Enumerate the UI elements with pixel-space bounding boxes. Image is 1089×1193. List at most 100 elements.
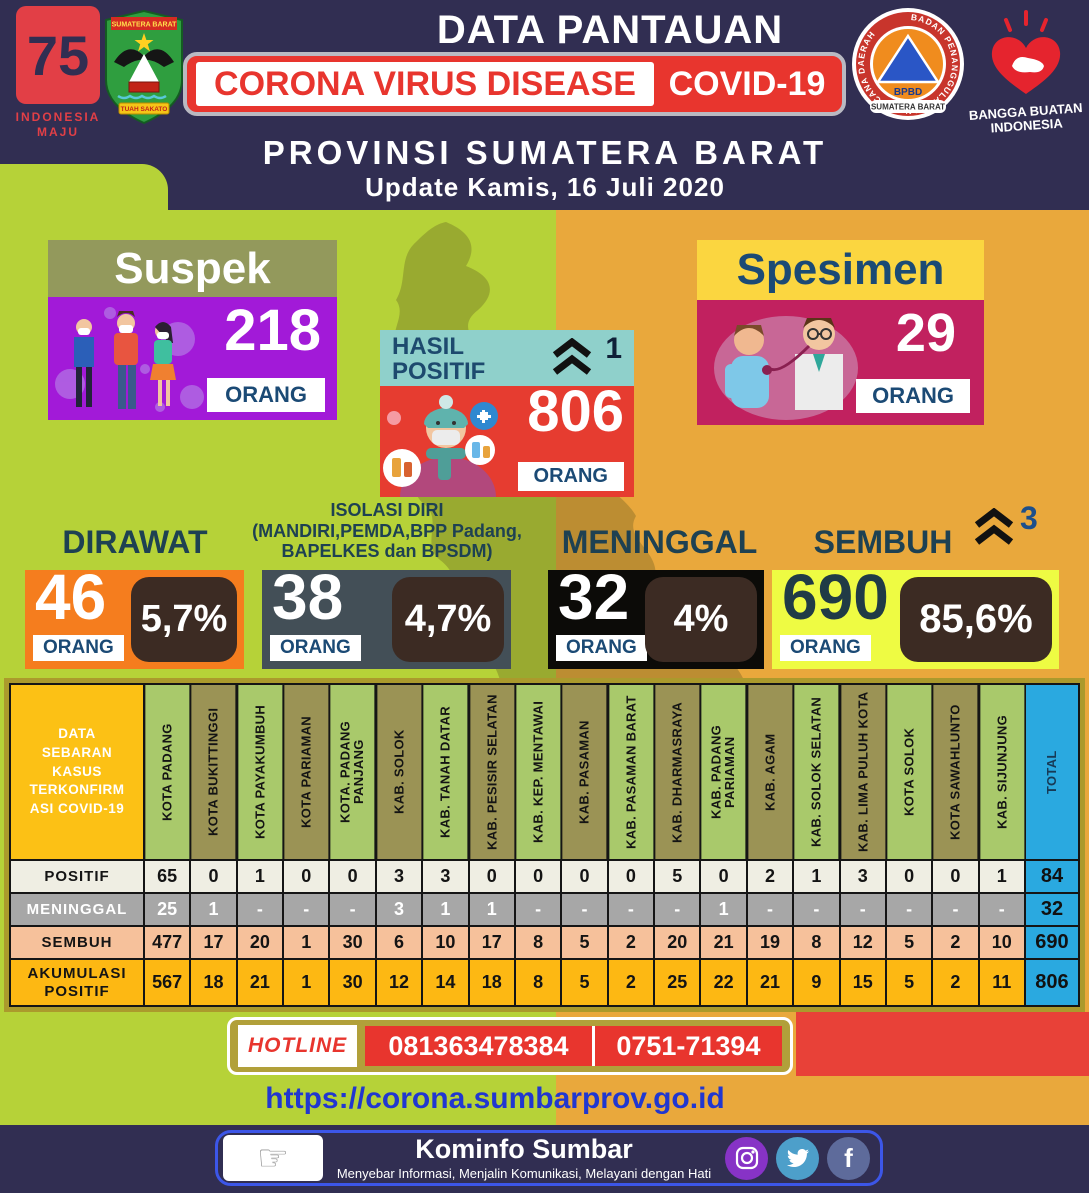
table-total-cell: 84 — [1025, 861, 1078, 892]
table-cell: 18 — [191, 960, 236, 1005]
svg-text:TUAH SAKATO: TUAH SAKATO — [121, 106, 168, 113]
table-cell: 5 — [562, 960, 607, 1005]
column-header: KAB. PESISIR SELATAN — [469, 685, 514, 859]
hotline-divider — [591, 1026, 595, 1066]
isolasi-label: ISOLASI DIRI (MANDIRI,PEMDA,BPP Padang, … — [252, 500, 522, 562]
hasil-positif-value: 806 — [527, 379, 624, 444]
column-header: KAB. PASAMAN BARAT — [608, 685, 654, 859]
table-cell: 0 — [608, 861, 654, 892]
spesimen-body: 29 ORANG — [697, 300, 984, 425]
dirawat-unit: ORANG — [33, 635, 124, 661]
table-cell: - — [933, 894, 978, 925]
meninggal-value: 32 — [558, 561, 630, 633]
table-cell: 8 — [515, 927, 561, 958]
update-date: Update Kamis, 16 Juli 2020 — [365, 172, 725, 202]
svg-text:BANGGA BUATANINDONESIA: BANGGA BUATANINDONESIA — [968, 100, 1084, 137]
table-cell: - — [747, 894, 793, 925]
isolasi-value: 38 — [272, 561, 344, 633]
table-cell: 9 — [794, 960, 839, 1005]
isolasi-card: 38 ORANG 4,7% — [262, 561, 511, 669]
table-cell: - — [794, 894, 839, 925]
meninggal-card: 32 ORANG 4% — [548, 561, 764, 669]
table-cell: 0 — [191, 861, 236, 892]
column-header: KOTA PARIAMAN — [284, 685, 329, 859]
table-cell: 21 — [747, 960, 793, 1005]
table-cell: 10 — [423, 927, 468, 958]
table-cell: 25 — [655, 960, 700, 1005]
row-label: POSITIF — [11, 861, 143, 892]
hasil-positif-card: HASIL POSITIF 1 806 ORANG — [380, 330, 634, 497]
column-header: KAB. SOLOK SELATAN — [794, 685, 839, 859]
table-cell: 0 — [701, 861, 746, 892]
table-cell: 1 — [701, 894, 746, 925]
pointing-hand-icon: ☞ — [223, 1135, 323, 1181]
table-cell: 0 — [515, 861, 561, 892]
sebaran-table: DATA SEBARAN KASUS TERKONFIRM ASI COVID-… — [9, 683, 1080, 1007]
table-cell: 1 — [423, 894, 468, 925]
facebook-icon[interactable]: f — [827, 1136, 870, 1180]
hasil-positif-delta: 1 — [605, 332, 622, 365]
logo-75-caption: INDONESIA MAJU — [15, 110, 101, 139]
column-header: KAB. SIJUNJUNG — [979, 685, 1024, 859]
row-label: MENINGGAL — [11, 894, 143, 925]
spesimen-unit: ORANG — [856, 379, 970, 413]
table-cell: 21 — [237, 960, 283, 1005]
table-cell: 0 — [330, 861, 375, 892]
table-cell: 567 — [145, 960, 190, 1005]
banner-covid-label: COVID-19 — [668, 64, 826, 103]
table-cell: - — [608, 894, 654, 925]
hotline-number-landline: 0751-71394 — [616, 1030, 761, 1061]
hotline-bar: HOTLINE 081363478384 0751-71394 — [227, 1017, 793, 1075]
header-notch — [0, 164, 168, 210]
bpbd-logo: BADAN PENANGGULANGAN BENCANA DAERAH BPBD… — [852, 8, 964, 120]
table-cell: 0 — [284, 861, 329, 892]
province-title: PROVINSI SUMATERA BARAT — [262, 134, 828, 171]
suspek-title: Suspek — [48, 240, 337, 297]
column-header: KAB. DHARMASRAYA — [655, 685, 700, 859]
logo-75-number: 75 — [16, 6, 100, 104]
table-cell: 19 — [747, 927, 793, 958]
website-url[interactable]: https://corona.sumbarprov.go.id — [265, 1082, 725, 1115]
table-corner-label: DATA SEBARAN KASUS TERKONFIRM ASI COVID-… — [11, 685, 143, 859]
footer-text: Kominfo Sumbar Menyebar Informasi, Menja… — [333, 1134, 715, 1181]
hotline-label: HOTLINE — [238, 1025, 358, 1067]
doctor-examining-patient-illustration — [714, 316, 858, 420]
banner-disease-label: CORONA VIRUS DISEASE — [196, 62, 654, 106]
table-cell: - — [330, 894, 375, 925]
column-header: KAB. AGAM — [747, 685, 793, 859]
sembuh-increase-chevron-icon — [974, 508, 1014, 545]
spesimen-card: Spesimen 29 ORANG — [697, 240, 984, 425]
hasil-positif-header: HASIL POSITIF 1 — [380, 330, 634, 386]
column-header: KOTA PAYAKUMBUH — [237, 685, 283, 859]
table-cell: 1 — [979, 861, 1024, 892]
sembuh-unit: ORANG — [780, 635, 871, 661]
table-total-cell: 690 — [1025, 927, 1078, 958]
table-cell: 12 — [840, 927, 885, 958]
row-label: SEMBUH — [11, 927, 143, 958]
table-cell: 0 — [886, 861, 932, 892]
table-cell: 20 — [655, 927, 700, 958]
twitter-icon[interactable] — [776, 1136, 819, 1180]
table-cell: 5 — [886, 960, 932, 1005]
table-cell: 1 — [191, 894, 236, 925]
table-cell: 14 — [423, 960, 468, 1005]
table-cell: - — [284, 894, 329, 925]
table-cell: 3 — [376, 861, 422, 892]
table-cell: 20 — [237, 927, 283, 958]
page-title: DATA PANTAUAN — [436, 8, 784, 52]
table-cell: 5 — [562, 927, 607, 958]
table-cell: 65 — [145, 861, 190, 892]
table-cell: 3 — [423, 861, 468, 892]
isolasi-percent: 4,7% — [392, 577, 504, 662]
table-cell: 2 — [933, 960, 978, 1005]
instagram-icon[interactable] — [725, 1136, 768, 1180]
table-cell: - — [886, 894, 932, 925]
sembuh-value: 690 — [782, 561, 889, 633]
column-header: KAB. PADANG PARIAMAN — [701, 685, 746, 859]
table-cell: 3 — [376, 894, 422, 925]
hotline-numbers: 081363478384 0751-71394 — [365, 1026, 782, 1066]
suspek-card: Suspek 218 ORANG — [48, 240, 337, 420]
suspek-body: 218 ORANG — [48, 297, 337, 420]
table-cell: 1 — [237, 861, 283, 892]
